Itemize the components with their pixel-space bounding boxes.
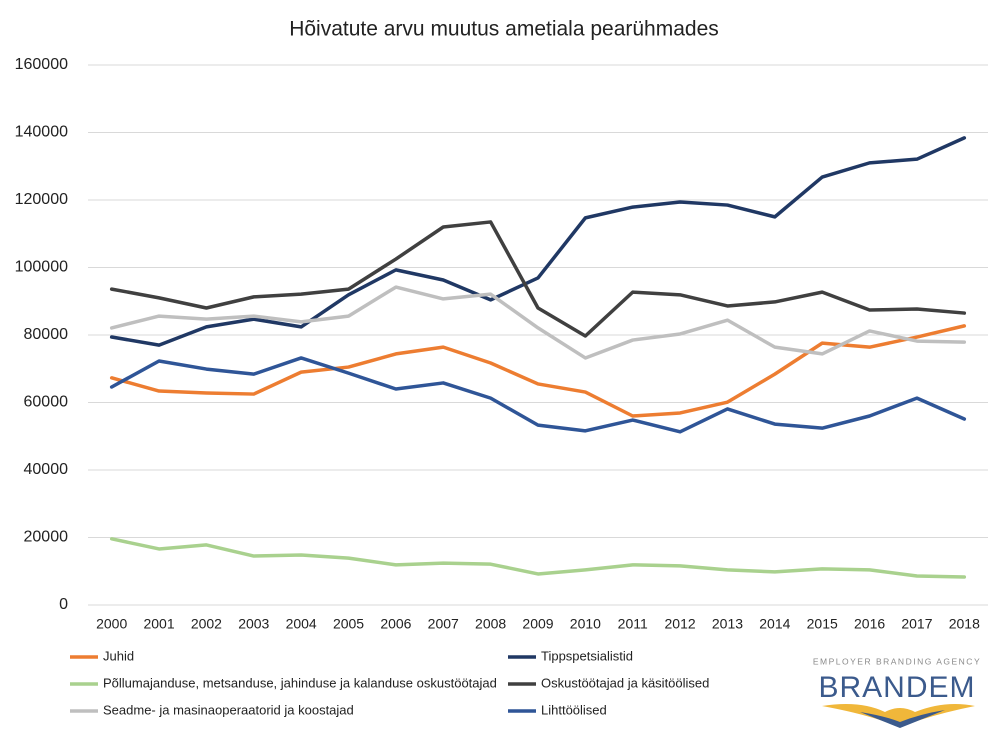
y-tick-label: 40000 (24, 461, 69, 478)
x-tick-label: 2017 (901, 616, 932, 632)
legend-label: Seadme- ja masinaoperaatorid ja koostaja… (103, 702, 354, 717)
x-tick-label: 2012 (665, 616, 696, 632)
x-tick-label: 2007 (428, 616, 459, 632)
y-tick-label: 120000 (15, 191, 68, 208)
x-tick-label: 2009 (522, 616, 553, 632)
x-tick-label: 2004 (286, 616, 317, 632)
x-tick-label: 2016 (854, 616, 885, 632)
x-tick-label: 2001 (143, 616, 174, 632)
series-line (109, 537, 967, 579)
legend-label: Põllumajanduse, metsanduse, jahinduse ja… (103, 675, 497, 690)
series-line (109, 356, 967, 434)
x-tick-label: 2002 (191, 616, 222, 632)
x-tick-label: 2015 (807, 616, 838, 632)
x-tick-label: 2014 (759, 616, 790, 632)
series-line (109, 285, 967, 360)
logo-tagline: EMPLOYER BRANDING AGENCY (813, 656, 981, 666)
x-tick-label: 2013 (712, 616, 743, 632)
logo: EMPLOYER BRANDING AGENCY BRANDEM (813, 656, 981, 728)
x-tick-label: 2000 (96, 616, 127, 632)
legend-label: Tippspetsialistid (541, 648, 633, 663)
series-line (109, 136, 967, 347)
y-tick-label: 80000 (24, 326, 69, 343)
x-tick-label: 2005 (333, 616, 364, 632)
y-tick-label: 0 (59, 596, 68, 613)
y-tick-label: 140000 (15, 124, 68, 141)
y-tick-label: 60000 (24, 394, 69, 411)
logo-name: BRANDEM (818, 671, 975, 704)
chart-title: Hõivatute arvu muutus ametiala pearühmad… (289, 18, 719, 41)
series-line (109, 220, 967, 338)
y-tick-label: 20000 (24, 529, 69, 546)
x-tick-label: 2006 (380, 616, 411, 632)
y-tick-label: 100000 (15, 259, 68, 276)
series-line (109, 324, 967, 418)
x-tick-label: 2003 (238, 616, 269, 632)
logo-wings (822, 704, 975, 724)
y-tick-label: 160000 (15, 56, 68, 73)
x-tick-label: 2018 (949, 616, 980, 632)
x-tick-label: 2010 (570, 616, 601, 632)
legend-label: Juhid (103, 648, 134, 663)
x-tick-label: 2008 (475, 616, 506, 632)
legend-label: Lihttöölised (541, 702, 607, 717)
legend-label: Oskustöötajad ja käsitöölised (541, 675, 709, 690)
logo-wings-shadow (860, 710, 945, 728)
x-tick-label: 2011 (618, 616, 648, 632)
